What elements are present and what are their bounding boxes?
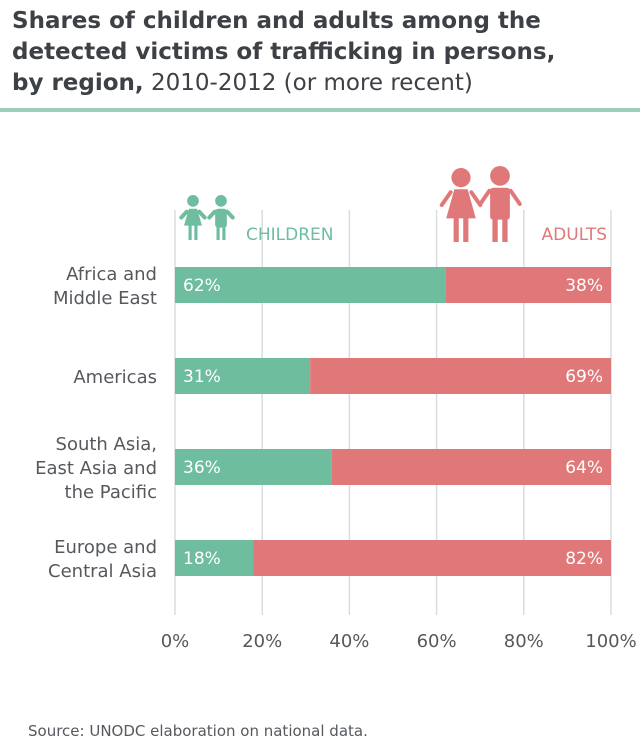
data-label-adults: 64% (565, 458, 603, 478)
x-tick-label: 0% (161, 631, 190, 652)
person-head (187, 195, 199, 207)
person-arm (439, 190, 453, 207)
bar-children (175, 358, 311, 394)
data-label-children: 18% (183, 549, 221, 569)
legend-children-label: CHILDREN (246, 225, 334, 245)
data-label-adults: 69% (565, 367, 603, 387)
x-tick-label: 80% (504, 631, 544, 652)
category-label: Africa and (66, 264, 157, 285)
bar-children (175, 540, 254, 576)
person-arm (207, 209, 217, 220)
person-arm (225, 209, 235, 220)
bar-adults (331, 449, 611, 485)
title-divider (0, 108, 640, 112)
person-head (451, 168, 471, 188)
stacked-bar-chart: CHILDREN ADULTS 62% 38% Africa and Middle Eas… (35, 166, 637, 652)
chart-title: Shares of children and adults among the … (12, 6, 628, 99)
category-label: Americas (73, 367, 157, 388)
person-arm (179, 209, 189, 220)
person-head (215, 195, 227, 207)
data-label-children: 36% (183, 458, 221, 478)
person-leg (222, 224, 226, 240)
bar-adults (445, 267, 611, 303)
girl-figure (179, 195, 207, 240)
person-body (490, 187, 510, 220)
person-leg (492, 216, 498, 242)
x-tick-label: 20% (242, 631, 282, 652)
data-label-adults: 82% (565, 549, 603, 569)
data-label-adults: 38% (565, 276, 603, 296)
boy-figure (207, 195, 235, 240)
person-leg (463, 216, 469, 242)
children-icon (179, 195, 235, 240)
person-arm (478, 188, 492, 206)
bar-adults (310, 358, 611, 394)
category-label: Middle East (53, 288, 157, 309)
legend-adults-label: ADULTS (542, 225, 607, 245)
source-note: Source: UNODC elaboration on national da… (28, 722, 368, 740)
category-label: South Asia, (56, 434, 157, 455)
data-label-children: 62% (183, 276, 221, 296)
category-label: Central Asia (48, 561, 157, 582)
title-line-2: detected victims of trafficking in perso… (12, 39, 556, 65)
title-line-3-bold: by region, (12, 70, 144, 96)
person-leg (453, 216, 459, 242)
person-body (184, 208, 202, 226)
person-leg (502, 216, 508, 242)
title-line-1: Shares of children and adults among the (12, 8, 541, 34)
x-tick-label: 40% (329, 631, 369, 652)
category-label: the Pacific (65, 482, 157, 503)
category-label: Europe and (54, 537, 157, 558)
title-line-3: by region, 2010-2012 (or more recent) (12, 68, 628, 99)
bar-adults (253, 540, 612, 576)
person-arm (508, 188, 522, 206)
title-line-3-rest: 2010-2012 (or more recent) (143, 70, 473, 96)
person-body (446, 189, 476, 219)
data-label-children: 31% (183, 367, 221, 387)
bar-children (175, 267, 446, 303)
man-figure (478, 166, 522, 242)
bar-children (175, 449, 332, 485)
person-leg (194, 224, 198, 240)
adults-icon (439, 166, 522, 242)
x-tick-label: 60% (417, 631, 457, 652)
x-tick-label: 100% (585, 631, 636, 652)
person-arm (197, 209, 207, 220)
person-head (490, 166, 510, 186)
category-label: East Asia and (35, 458, 157, 479)
person-body (215, 208, 227, 228)
person-leg (216, 224, 220, 240)
woman-figure (439, 168, 483, 242)
person-leg (188, 224, 192, 240)
